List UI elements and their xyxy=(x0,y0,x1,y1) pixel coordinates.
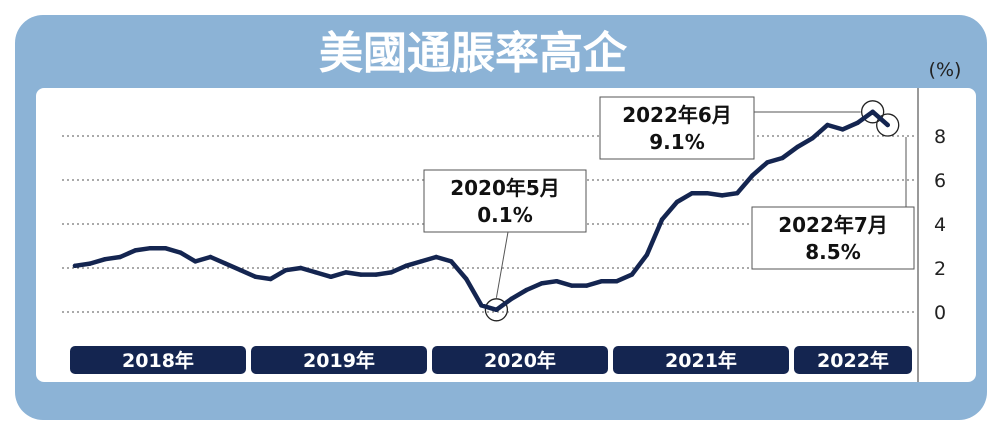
annotation-leader xyxy=(495,231,509,298)
data-point xyxy=(810,136,815,141)
data-point xyxy=(629,272,635,277)
data-point xyxy=(509,296,514,301)
data-point xyxy=(780,155,785,161)
y-tick-labels: 0 2 4 6 8 xyxy=(934,126,946,324)
data-point xyxy=(373,272,379,277)
data-point xyxy=(569,283,574,288)
y-tick-label: 6 xyxy=(934,170,946,192)
year-band xyxy=(251,346,427,374)
data-point xyxy=(72,263,78,268)
chart-panel xyxy=(36,88,976,382)
data-point xyxy=(343,270,349,275)
data-point xyxy=(765,160,770,165)
data-point xyxy=(674,199,680,205)
data-point xyxy=(885,122,890,128)
data-point xyxy=(735,191,740,196)
data-point xyxy=(87,261,93,266)
data-point xyxy=(584,283,589,288)
annotation-date: 2022年7月 xyxy=(778,213,888,237)
annotation-marker xyxy=(861,100,885,124)
annotation-marker xyxy=(876,113,900,137)
annotation-value: 9.1% xyxy=(649,130,704,154)
data-point xyxy=(178,250,183,255)
annotation-box xyxy=(423,169,587,233)
data-point xyxy=(750,173,755,178)
data-point xyxy=(539,281,544,286)
data-point xyxy=(719,193,725,198)
chart-title: 美國通脹率高企 xyxy=(319,28,628,79)
data-point xyxy=(283,268,288,273)
data-point xyxy=(659,217,665,222)
year-label: 2021年 xyxy=(665,349,737,372)
data-point xyxy=(268,276,273,282)
data-points xyxy=(72,109,890,312)
year-bands: 2018年 2019年 2020年 2021年 2022年 xyxy=(70,346,912,374)
data-point xyxy=(825,122,830,128)
data-point xyxy=(223,261,228,266)
y-tick-label: 8 xyxy=(934,126,946,148)
data-point xyxy=(795,144,800,150)
y-tick-label: 2 xyxy=(934,258,946,280)
data-point xyxy=(117,254,123,260)
data-point xyxy=(358,272,364,277)
y-tick-label: 0 xyxy=(934,302,946,324)
year-band xyxy=(70,346,246,374)
year-band xyxy=(794,346,912,374)
data-point xyxy=(554,279,559,284)
data-point xyxy=(193,259,198,264)
year-label: 2022年 xyxy=(817,349,889,372)
annotation-box xyxy=(599,96,755,160)
data-point xyxy=(403,263,409,268)
data-point xyxy=(148,246,153,251)
data-point xyxy=(599,279,604,284)
annotation-boxes: 2020年5月 0.1% 2022年6月 9.1% 2022年7月 8.5% xyxy=(423,96,915,270)
year-label: 2019年 xyxy=(303,349,375,372)
year-band xyxy=(613,346,789,374)
data-point xyxy=(313,270,318,275)
data-point xyxy=(238,268,243,273)
annotation-leaders xyxy=(484,100,907,322)
data-point xyxy=(524,287,529,293)
annotation-value: 0.1% xyxy=(477,203,532,227)
unit-label: (%) xyxy=(929,59,962,81)
y-tick-label: 4 xyxy=(934,214,946,236)
year-label: 2020年 xyxy=(484,349,556,372)
data-point xyxy=(644,252,650,257)
data-point xyxy=(102,257,108,262)
data-point xyxy=(449,259,454,264)
annotation-box xyxy=(751,206,915,270)
data-point xyxy=(328,274,334,279)
data-point xyxy=(855,120,860,126)
data-point xyxy=(418,259,424,264)
data-point xyxy=(434,254,439,260)
annotation-marker xyxy=(484,298,509,322)
data-point xyxy=(464,276,469,282)
data-point xyxy=(253,274,258,279)
annotation-value: 8.5% xyxy=(805,240,860,264)
year-band xyxy=(432,346,608,374)
annotation-date: 2022年6月 xyxy=(622,103,732,127)
year-label: 2018年 xyxy=(122,349,194,372)
data-point xyxy=(163,246,168,251)
data-point xyxy=(388,270,394,275)
data-point xyxy=(298,265,303,271)
data-point xyxy=(614,279,619,284)
data-point xyxy=(689,191,695,196)
annotation-date: 2020年5月 xyxy=(450,176,560,200)
data-point xyxy=(494,307,499,312)
data-point xyxy=(133,248,138,253)
data-point xyxy=(479,303,484,308)
data-point xyxy=(840,127,845,132)
data-point xyxy=(208,254,213,260)
data-point xyxy=(704,191,710,196)
data-point xyxy=(870,109,875,115)
